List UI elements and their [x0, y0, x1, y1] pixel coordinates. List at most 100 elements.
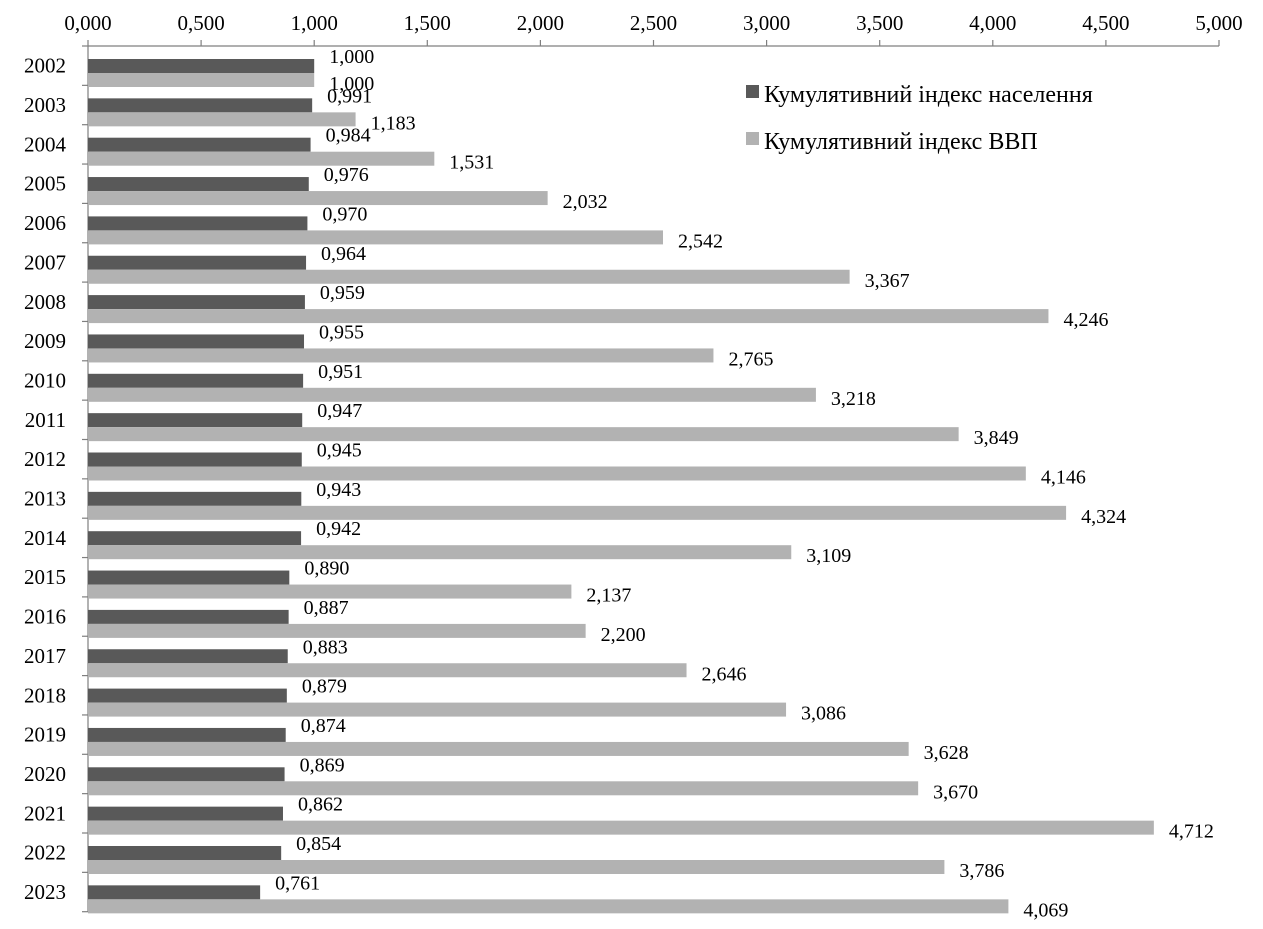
y-tick-label: 2022	[24, 841, 66, 865]
population-index-bar	[88, 688, 287, 703]
population-index-bar	[88, 413, 303, 428]
population-index-bar	[88, 806, 283, 821]
gdp-index-bar	[88, 623, 586, 638]
gdp-index-label: 3,109	[806, 545, 851, 567]
gdp-index-bar	[88, 230, 664, 245]
gdp-index-bar	[88, 427, 959, 442]
x-tick-label: 1,000	[291, 11, 338, 35]
population-index-label: 0,943	[316, 479, 361, 501]
gdp-index-label: 3,218	[831, 388, 876, 410]
population-index-bar	[88, 846, 282, 860]
gdp-index-bar	[88, 899, 1009, 914]
gdp-index-label: 3,086	[801, 703, 846, 725]
y-tick-label: 2020	[24, 762, 66, 786]
gdp-index-bar	[88, 505, 1067, 520]
legend-label: Кумулятивний індекс населення	[764, 82, 1093, 108]
legend-swatch	[746, 85, 759, 98]
gdp-index-bar	[88, 269, 850, 284]
y-tick-label: 2021	[24, 801, 66, 825]
population-index-label: 0,959	[320, 282, 365, 304]
gdp-index-label: 1,531	[449, 152, 494, 174]
legend-label: Кумулятивний індекс ВВП	[764, 129, 1038, 155]
population-index-label: 0,869	[300, 754, 345, 776]
x-tick-label: 3,000	[743, 11, 790, 35]
y-tick-label: 2023	[24, 880, 66, 904]
gdp-index-bar	[88, 466, 1026, 481]
population-index-bar	[88, 609, 289, 624]
y-tick-label: 2009	[24, 329, 66, 353]
gdp-index-bar	[88, 545, 792, 560]
population-index-label: 0,862	[298, 794, 343, 816]
population-index-label: 0,879	[302, 676, 347, 698]
x-tick-label: 4,000	[969, 11, 1016, 35]
y-tick-label: 2004	[24, 132, 67, 156]
population-index-label: 0,874	[301, 715, 346, 737]
y-tick-label: 2014	[24, 526, 67, 550]
population-index-label: 0,976	[324, 164, 369, 186]
population-index-bar	[88, 216, 308, 231]
x-tick-label: 2,000	[517, 11, 564, 35]
y-tick-label: 2006	[24, 211, 66, 235]
y-tick-label: 2018	[24, 683, 66, 707]
gdp-index-label: 1,183	[371, 112, 416, 134]
population-index-label: 0,970	[322, 203, 367, 225]
gdp-index-label: 2,542	[678, 230, 723, 252]
population-index-label: 0,951	[318, 361, 363, 383]
population-index-bar	[88, 137, 311, 152]
population-index-bar	[88, 373, 304, 388]
gdp-index-label: 4,146	[1041, 467, 1086, 489]
population-index-bar	[88, 98, 313, 113]
legend-swatch	[746, 132, 759, 145]
population-index-label: 0,890	[304, 558, 349, 580]
gdp-index-bar	[88, 860, 945, 874]
gdp-index-label: 2,646	[702, 663, 747, 685]
y-tick-label: 2002	[24, 54, 66, 78]
population-index-label: 1,000	[329, 46, 374, 68]
x-tick-label: 2,500	[630, 11, 677, 35]
population-index-label: 0,945	[317, 440, 362, 462]
y-tick-label: 2007	[24, 250, 66, 274]
population-index-bar	[88, 885, 261, 900]
gdp-index-label: 4,324	[1081, 506, 1126, 528]
x-tick-label: 4,500	[1082, 11, 1129, 35]
gdp-index-label: 4,712	[1169, 821, 1214, 843]
population-index-label: 0,854	[296, 833, 341, 855]
population-index-bar	[88, 177, 309, 192]
population-index-bar	[88, 727, 286, 742]
population-index-bar	[88, 334, 305, 349]
bars	[88, 59, 1154, 914]
y-tick-label: 2017	[24, 644, 66, 668]
y-tick-label: 2015	[24, 565, 66, 589]
y-tick-label: 2012	[24, 447, 66, 471]
y-tick-label: 2010	[24, 368, 66, 392]
population-index-label: 0,887	[304, 597, 349, 619]
y-axis: 2002 2003 2004 2005 2006 2007 2008 2009 2010 2011…	[24, 45, 89, 913]
gdp-index-bar	[88, 151, 435, 166]
y-tick-label: 2019	[24, 723, 66, 747]
gdp-index-label: 3,849	[974, 427, 1019, 449]
gdp-index-label: 2,765	[728, 348, 773, 370]
population-index-label: 0,991	[327, 85, 372, 107]
gdp-index-label: 3,367	[865, 270, 910, 292]
gdp-index-bar	[88, 584, 572, 599]
population-index-bar	[88, 649, 288, 664]
gdp-index-bar	[88, 702, 787, 717]
population-index-bar	[88, 531, 302, 546]
gdp-index-bar	[88, 387, 816, 402]
population-index-label: 0,955	[319, 321, 364, 343]
y-tick-label: 2016	[24, 605, 66, 629]
population-index-label: 0,942	[316, 518, 361, 540]
population-index-bar	[88, 255, 307, 270]
gdp-index-label: 1,000	[329, 73, 374, 95]
y-tick-label: 2011	[25, 408, 66, 432]
gdp-index-bar	[88, 781, 919, 796]
x-tick-label: 5,000	[1195, 11, 1242, 35]
population-index-bar	[88, 59, 315, 73]
gdp-index-bar	[88, 663, 687, 678]
y-tick-label: 2003	[24, 93, 66, 117]
gdp-index-label: 3,786	[959, 860, 1004, 882]
population-index-label: 0,761	[275, 872, 320, 894]
x-tick-label: 3,500	[856, 11, 903, 35]
gdp-index-bar	[88, 741, 909, 756]
